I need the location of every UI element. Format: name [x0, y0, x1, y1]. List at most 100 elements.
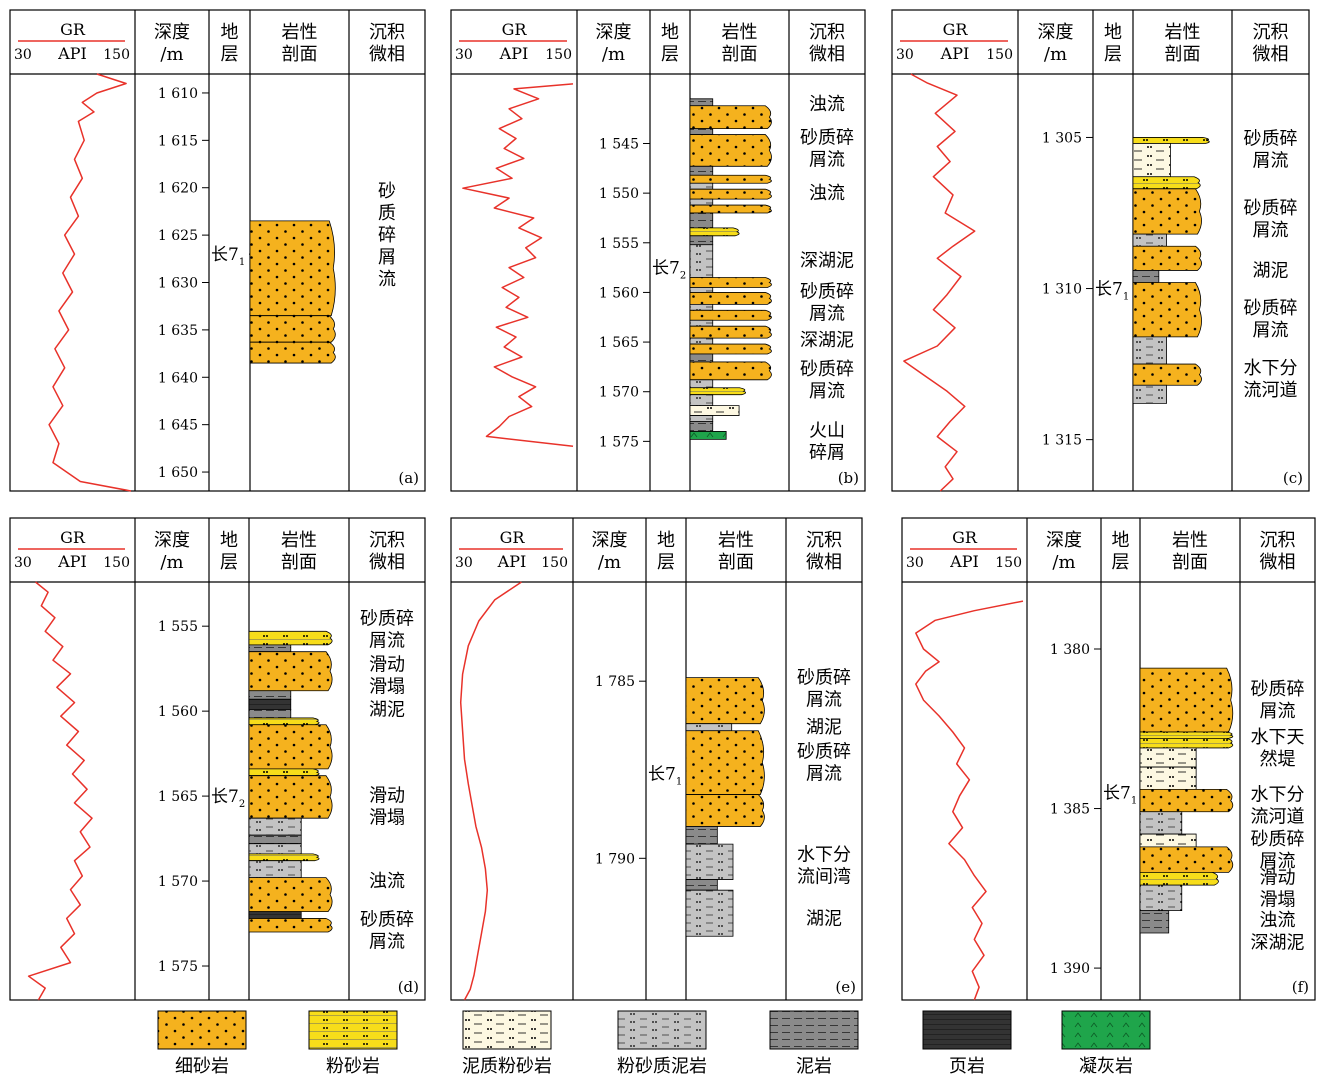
- depth-tick-label: 1 565: [599, 335, 639, 351]
- strata-sub: 1: [1131, 796, 1137, 807]
- facies-label: 砂质碎: [1244, 129, 1298, 150]
- litho-layer-silty-mudstone: [689, 394, 714, 407]
- panel-label: (d): [398, 978, 419, 996]
- facies-label: 碎屑: [809, 442, 845, 463]
- panel-frame: [9, 9, 426, 492]
- legend-label: 凝灰岩: [1079, 1056, 1133, 1077]
- facies-header-line2: 微相: [369, 552, 405, 573]
- litho-layer-shale: [248, 698, 292, 710]
- litho-layer-mudstone: [248, 644, 292, 653]
- gr-unit-label: API: [497, 552, 527, 571]
- strata-sub: 2: [239, 799, 245, 810]
- litho-layer-mudstone: [1132, 270, 1160, 283]
- facies-label: 砂质碎: [800, 281, 854, 302]
- depth-tick-label: 1 635: [158, 323, 198, 339]
- depth-tick-label: 1 640: [158, 370, 198, 386]
- litho-layer-siltstone: [1139, 871, 1219, 886]
- depth-tick-label: 1 785: [595, 674, 635, 690]
- strata-label: 长71: [211, 245, 245, 268]
- facies-label: 水下分: [1244, 358, 1298, 379]
- facies-label: 屑流: [1253, 320, 1289, 341]
- depth-tick-label: 1 545: [599, 137, 639, 153]
- litho-layer-fine-sandstone: [689, 343, 772, 355]
- facies-label: 滑动: [369, 785, 405, 806]
- gr-unit-label: API: [949, 552, 979, 571]
- litho-layer-fine-sandstone: [248, 877, 333, 913]
- strata-header-line2: 层: [1112, 552, 1130, 573]
- facies-header-line1: 沉积: [369, 530, 405, 551]
- litho-layer-mudstone: [689, 212, 714, 229]
- depth-tick-label: 1 570: [599, 385, 639, 401]
- facies-label: 砂质碎: [797, 667, 851, 688]
- strata-main: 长7: [1095, 280, 1123, 300]
- depth-tick-label: 1 625: [158, 228, 198, 244]
- gr-unit-label: API: [57, 44, 87, 63]
- legend: 细砂岩 粉砂岩 泥质粉砂岩 粉砂质泥岩 泥岩 页岩 凝灰岩: [157, 1010, 1151, 1077]
- panel-label: (f): [1292, 978, 1309, 996]
- strata-header-line2: 层: [1104, 44, 1122, 65]
- litho-layer-silty-mudstone: [689, 303, 714, 311]
- litho-layer-argillaceous-siltstone: [1139, 766, 1197, 790]
- depth-tick-label: 1 570: [158, 874, 198, 890]
- facies-label: 湖泥: [806, 909, 842, 930]
- gr-max-label: 150: [103, 47, 130, 63]
- gr-min-label: 30: [455, 555, 473, 571]
- depth-header-line2: /m: [598, 552, 621, 573]
- strata-header-line1: 地: [661, 22, 679, 43]
- facies-header-line2: 微相: [1253, 44, 1289, 65]
- facies-label: 流河道: [1244, 380, 1298, 401]
- litho-layer-silty-mudstone: [1132, 384, 1167, 404]
- litho-header-line2: 剖面: [282, 44, 318, 65]
- depth-tick-label: 1 565: [158, 789, 198, 805]
- strata-label: 长71: [1103, 784, 1137, 807]
- facies-label: 屑流: [809, 149, 845, 170]
- depth-header-line2: /m: [1044, 44, 1067, 65]
- strata-header-line2: 层: [221, 44, 239, 65]
- litho-layer-fine-sandstone: [249, 220, 336, 317]
- gr-curve: [915, 600, 1024, 1001]
- legend-label: 细砂岩: [175, 1056, 229, 1077]
- litho-layer-fine-sandstone: [1139, 667, 1234, 733]
- gr-min-label: 30: [14, 47, 32, 63]
- gr-curve: [27, 581, 93, 1001]
- gr-max-label: 150: [541, 555, 568, 571]
- facies-header-line1: 沉积: [806, 530, 842, 551]
- litho-layer-siltstone: [1139, 737, 1234, 749]
- depth-tick-label: 1 645: [158, 418, 198, 434]
- litho-layer-mudstone: [248, 709, 292, 719]
- facies-header-line2: 微相: [1260, 552, 1296, 573]
- facies-label: 屑流: [806, 689, 842, 710]
- litho-layer-argillaceous-siltstone: [1132, 143, 1171, 178]
- litho-layer-mudstone: [689, 353, 714, 363]
- litho-layer-fine-sandstone: [685, 677, 765, 725]
- depth-header-line2: /m: [602, 44, 625, 65]
- depth-tick-label: 1 650: [158, 465, 198, 481]
- litho-layer-fine-sandstone: [689, 204, 772, 214]
- facies-label: 滑塌: [369, 676, 405, 697]
- litho-layer-silty-mudstone: [685, 723, 733, 732]
- litho-layer-silty-mudstone: [1132, 336, 1167, 365]
- facies-label: 砂质碎: [1251, 829, 1305, 850]
- facies-label: 滑动: [1260, 867, 1296, 888]
- gr-curve: [459, 581, 522, 1001]
- gr-min-label: 30: [455, 47, 473, 63]
- facies-label: 砂质碎: [800, 359, 854, 380]
- litho-layer-fine-sandstone: [689, 105, 772, 130]
- facies-label: 水下天: [1251, 727, 1305, 748]
- legend-swatch-tuff: [1061, 1010, 1151, 1050]
- depth-tick-label: 1 610: [158, 86, 198, 102]
- legend-label: 泥岩: [796, 1056, 832, 1077]
- facies-label: 流: [378, 269, 396, 290]
- legend-swatch-argillaceous-siltstone: [462, 1010, 552, 1050]
- facies-label: 屑流: [1260, 851, 1296, 872]
- strata-label: 长71: [648, 764, 682, 787]
- strata-main: 长7: [1103, 784, 1131, 804]
- strata-sub: 1: [239, 257, 245, 268]
- facies-label: 屑流: [809, 303, 845, 324]
- facies-label: 滑塌: [369, 807, 405, 828]
- depth-tick-label: 1 790: [595, 851, 635, 867]
